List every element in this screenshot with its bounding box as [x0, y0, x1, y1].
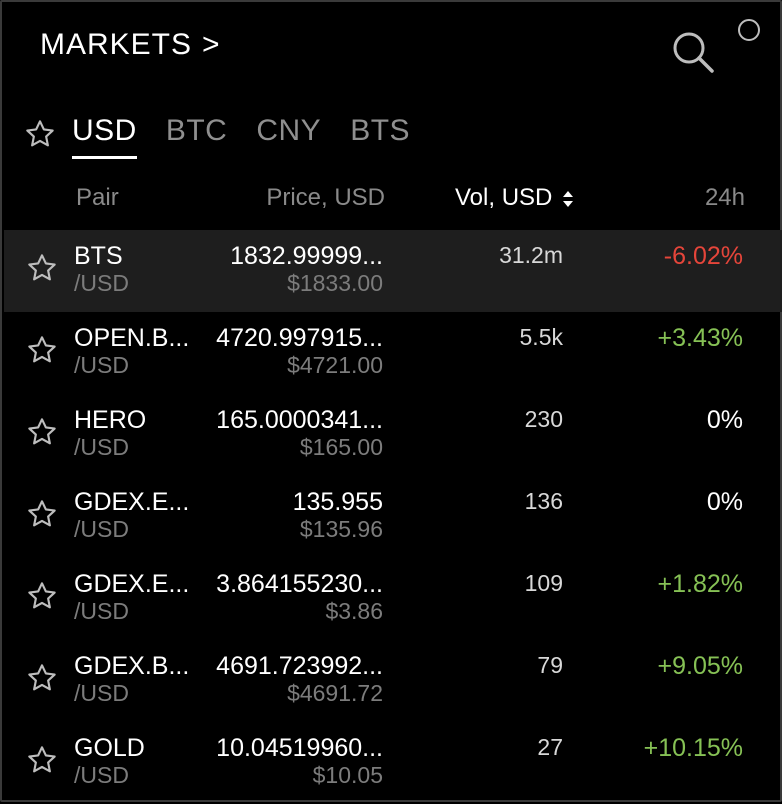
- pair-base: GDEX.E...: [74, 488, 190, 516]
- favorites-star-icon[interactable]: [24, 118, 56, 150]
- status-indicator-icon: [738, 19, 760, 41]
- volume-value: 5.5k: [519, 324, 563, 350]
- market-row[interactable]: OPEN.B... /USD 4720.997915... $4721.00 5…: [4, 312, 782, 394]
- price-value: 3.864155230...: [216, 570, 383, 598]
- market-row[interactable]: GOLD /USD 10.04519960... $10.05 27 +10.1…: [4, 722, 782, 804]
- column-header-volume-label: Vol, USD: [455, 184, 553, 211]
- pair-quote: /USD: [74, 598, 129, 624]
- price-value: 165.0000341...: [216, 406, 383, 434]
- price-value: 135.955: [292, 488, 383, 516]
- pair-base: HERO: [74, 406, 147, 434]
- markets-header[interactable]: MARKETS >: [40, 28, 220, 62]
- volume-value: 230: [524, 406, 563, 432]
- change-24h-value: +9.05%: [657, 652, 744, 680]
- market-row[interactable]: HERO /USD 165.0000341... $165.00 230 0%: [4, 394, 782, 476]
- pair-quote: /USD: [74, 352, 129, 378]
- pair-quote: /USD: [74, 680, 129, 706]
- volume-value: 136: [524, 488, 563, 514]
- star-icon[interactable]: [26, 416, 58, 448]
- star-icon[interactable]: [26, 662, 58, 694]
- tab-btc[interactable]: BTC: [165, 114, 228, 147]
- price-value: 10.04519960...: [216, 734, 383, 762]
- change-24h-value: 0%: [706, 406, 743, 434]
- star-icon[interactable]: [26, 334, 58, 366]
- pair-base: GDEX.B...: [74, 652, 190, 680]
- tab-usd[interactable]: USD: [72, 114, 137, 159]
- change-24h-value: -6.02%: [663, 242, 743, 270]
- volume-value: 27: [537, 734, 563, 760]
- column-header-24h[interactable]: 24h: [704, 184, 745, 211]
- change-24h-value: +1.82%: [657, 570, 744, 598]
- volume-value: 109: [524, 570, 563, 596]
- price-usd-value: $4721.00: [287, 352, 383, 378]
- price-usd-value: $4691.72: [287, 680, 383, 706]
- column-header-price[interactable]: Price, USD: [266, 184, 385, 211]
- column-header-pair[interactable]: Pair: [76, 184, 119, 211]
- price-usd-value: $165.00: [299, 434, 383, 460]
- price-usd-value: $3.86: [325, 598, 383, 624]
- pair-base: OPEN.B...: [74, 324, 190, 352]
- star-icon[interactable]: [26, 580, 58, 612]
- star-icon[interactable]: [26, 252, 58, 284]
- star-icon[interactable]: [26, 744, 58, 776]
- pair-quote: /USD: [74, 434, 129, 460]
- market-row[interactable]: GDEX.B... /USD 4691.723992... $4691.72 7…: [4, 640, 782, 722]
- market-row[interactable]: GDEX.E... /USD 135.955 $135.96 136 0%: [4, 476, 782, 558]
- pair-base: BTS: [74, 242, 123, 270]
- currency-tabs: USD BTC CNY BTS: [24, 114, 439, 162]
- market-row[interactable]: GDEX.E... /USD 3.864155230... $3.86 109 …: [4, 558, 782, 640]
- pair-quote: /USD: [74, 270, 129, 296]
- volume-value: 79: [537, 652, 563, 678]
- price-value: 4691.723992...: [216, 652, 383, 680]
- sort-icon: [563, 190, 574, 207]
- market-row[interactable]: BTS /USD 1832.99999... $1833.00 31.2m -6…: [4, 230, 782, 312]
- search-icon[interactable]: [670, 29, 716, 75]
- column-headers: Pair Price, USD Vol, USD 24h: [2, 184, 782, 214]
- pair-quote: /USD: [74, 762, 129, 788]
- tab-bts[interactable]: BTS: [350, 114, 411, 147]
- star-icon[interactable]: [26, 498, 58, 530]
- chevron-right-icon: >: [202, 28, 220, 61]
- change-24h-value: 0%: [706, 488, 743, 516]
- pair-base: GDEX.E...: [74, 570, 190, 598]
- change-24h-value: +3.43%: [657, 324, 744, 352]
- tab-cny[interactable]: CNY: [256, 114, 322, 147]
- price-usd-value: $10.05: [312, 762, 383, 788]
- pair-quote: /USD: [74, 516, 129, 542]
- change-24h-value: +10.15%: [643, 734, 743, 762]
- page-title: MARKETS: [40, 28, 193, 61]
- markets-table: BTS /USD 1832.99999... $1833.00 31.2m -6…: [4, 230, 782, 804]
- price-usd-value: $1833.00: [287, 270, 383, 296]
- price-value: 4720.997915...: [216, 324, 383, 352]
- pair-base: GOLD: [74, 734, 145, 762]
- column-header-volume[interactable]: Vol, USD: [455, 184, 574, 212]
- volume-value: 31.2m: [499, 242, 563, 268]
- price-usd-value: $135.96: [299, 516, 383, 542]
- price-value: 1832.99999...: [230, 242, 383, 270]
